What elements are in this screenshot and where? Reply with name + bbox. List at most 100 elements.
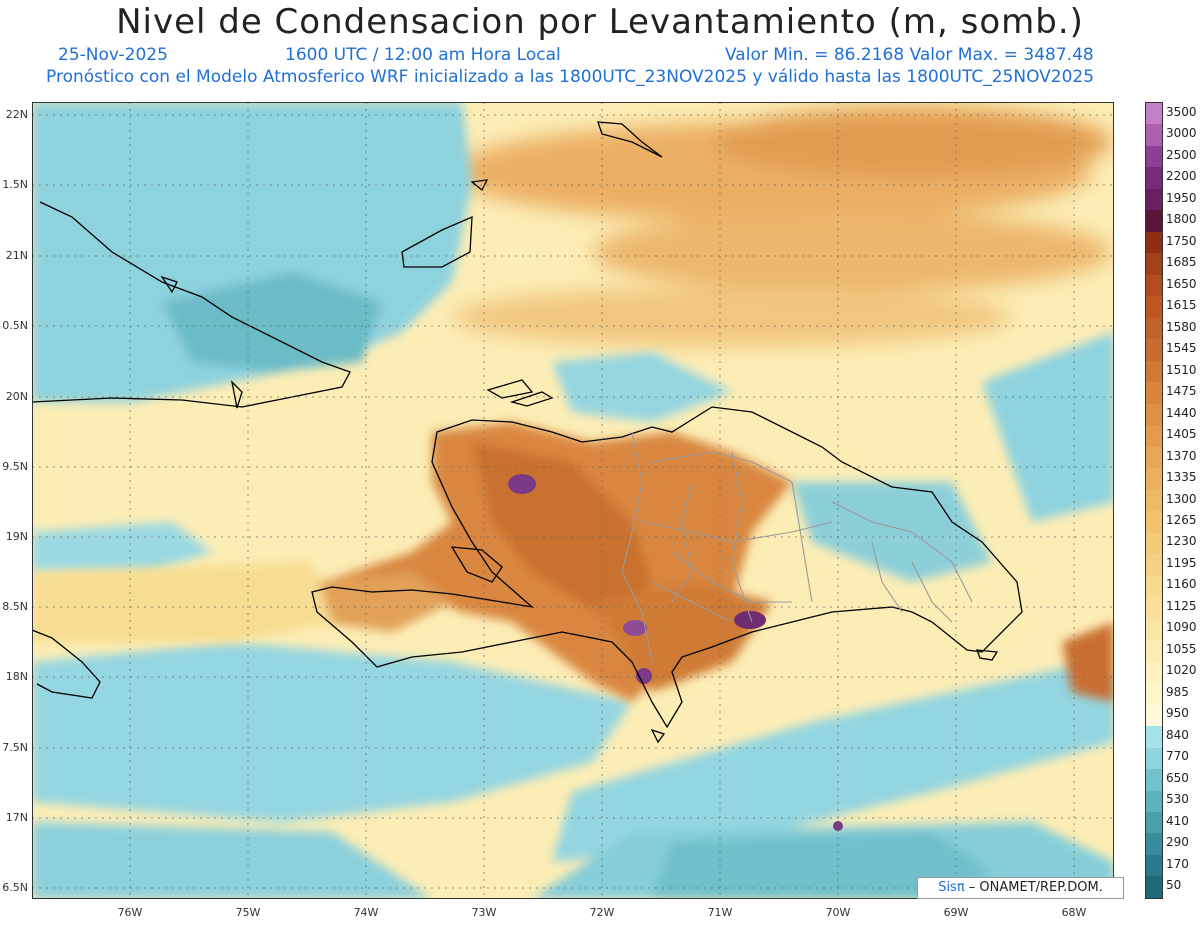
legend-label: 1300: [1166, 491, 1197, 506]
lat-label: 21N: [5, 249, 28, 262]
lon-label: 69W: [943, 906, 969, 919]
legend-swatch: [1146, 489, 1162, 512]
lon-label: 68W: [1061, 906, 1087, 919]
legend-label: 1800: [1166, 212, 1197, 227]
legend-label: 530: [1166, 792, 1189, 807]
legend-swatch: [1146, 747, 1162, 770]
lon-label: 76W: [117, 906, 143, 919]
legend-label: 1160: [1166, 577, 1197, 592]
lon-label: 72W: [589, 906, 615, 919]
legend-label: 1510: [1166, 362, 1197, 377]
legend-swatch: [1146, 317, 1162, 340]
legend-swatch: [1146, 640, 1162, 662]
legend-swatch: [1146, 274, 1162, 297]
legend-swatch: [1146, 597, 1162, 619]
lat-label: 6.5N: [2, 881, 28, 894]
legend-label: 2500: [1166, 147, 1197, 162]
legend-swatch: [1146, 145, 1162, 168]
legend-swatch: [1146, 468, 1162, 490]
legend-label: 1125: [1166, 598, 1197, 613]
legend-swatch: [1146, 790, 1162, 812]
color-scale-bar: [1145, 102, 1163, 899]
lat-label: 7.5N: [2, 741, 28, 754]
hispaniola-orange-field: [32, 422, 1114, 702]
lat-label: 9.5N: [2, 460, 28, 473]
legend-swatch: [1146, 511, 1162, 533]
legend-swatch: [1146, 661, 1162, 684]
sispi-logo-text: Sisπ: [938, 880, 965, 895]
coastlines: [32, 121, 1023, 744]
purple-maxima: [508, 474, 843, 831]
legend-label: 1950: [1166, 190, 1197, 205]
legend-swatch: [1146, 425, 1162, 447]
model-description: Pronóstico con el Modelo Atmosferico WRF…: [46, 67, 1095, 87]
north-orange-field: [452, 107, 1112, 347]
legend-label: 1405: [1166, 427, 1197, 442]
province-boundaries: [621, 431, 973, 663]
legend-swatch: [1146, 231, 1162, 254]
credit-text: – ONAMET/REP.DOM.: [964, 880, 1103, 895]
lat-label: 20N: [5, 390, 28, 403]
lat-label: 22N: [5, 108, 28, 121]
legend-label: 985: [1166, 684, 1189, 699]
legend-swatch: [1146, 360, 1162, 383]
legend-swatch: [1146, 210, 1162, 232]
legend-swatch: [1146, 726, 1162, 748]
lon-label: 73W: [471, 906, 497, 919]
legend-swatch: [1146, 532, 1162, 555]
legend-swatch: [1146, 704, 1162, 727]
graticule: [32, 102, 1114, 899]
legend-label: 3500: [1166, 104, 1197, 119]
legend-label: 1195: [1166, 555, 1197, 570]
lat-label: 8.5N: [2, 600, 28, 613]
legend-label: 3000: [1166, 126, 1197, 141]
lat-label: 0.5N: [2, 319, 28, 332]
legend-label: 1475: [1166, 384, 1197, 399]
forecast-date: 25-Nov-2025: [58, 45, 168, 65]
legend-label: 650: [1166, 770, 1189, 785]
legend-label: 1545: [1166, 341, 1197, 356]
legend-label: 1090: [1166, 620, 1197, 635]
legend-label: 1335: [1166, 470, 1197, 484]
legend-label: 950: [1166, 706, 1189, 721]
legend-label: 1615: [1166, 298, 1197, 313]
lat-label: 17N: [5, 811, 28, 824]
lat-label: 19N: [5, 530, 28, 543]
lat-label: 1.5N: [2, 178, 28, 191]
lon-label: 71W: [707, 906, 733, 919]
legend-swatch: [1146, 296, 1162, 318]
legend-swatch: [1146, 683, 1162, 705]
legend-label: 50: [1166, 878, 1182, 893]
legend-label: 2200: [1166, 169, 1197, 184]
lon-label: 75W: [235, 906, 261, 919]
min-max-values: Valor Min. = 86.2168 Valor Max. = 3487.4…: [725, 45, 1094, 65]
legend-swatch: [1146, 769, 1162, 791]
legend-swatch: [1146, 382, 1162, 404]
lon-label: 74W: [353, 906, 379, 919]
legend-label: 840: [1166, 727, 1189, 742]
legend-label: 1020: [1166, 663, 1197, 678]
legend-swatch: [1146, 253, 1162, 275]
legend-label: 1230: [1166, 534, 1197, 549]
legend-label: 170: [1166, 856, 1189, 871]
legend-label: 770: [1166, 749, 1189, 764]
legend-label: 1370: [1166, 448, 1197, 463]
condensation-level-map: [32, 102, 1114, 899]
legend-swatch: [1146, 618, 1162, 641]
legend-swatch: [1146, 554, 1162, 576]
legend-label: 290: [1166, 835, 1189, 850]
legend-swatch: [1146, 446, 1162, 469]
legend-label: 1685: [1166, 255, 1197, 270]
legend-label: 1055: [1166, 641, 1197, 656]
lat-label: 18N: [5, 670, 28, 683]
legend-swatch: [1146, 124, 1162, 146]
legend-label: 1750: [1166, 233, 1197, 248]
legend-swatch: [1146, 339, 1162, 361]
legend-swatch: [1146, 167, 1162, 189]
legend-swatch: [1146, 575, 1162, 598]
legend-swatch: [1146, 403, 1162, 426]
legend-swatch: [1146, 103, 1162, 125]
legend-swatch: [1146, 876, 1162, 898]
lon-label: 70W: [825, 906, 851, 919]
forecast-time: 1600 UTC / 12:00 am Hora Local: [285, 45, 561, 65]
